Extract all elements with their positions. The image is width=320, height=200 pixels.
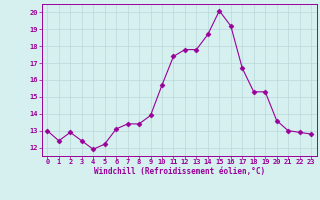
X-axis label: Windchill (Refroidissement éolien,°C): Windchill (Refroidissement éolien,°C) bbox=[94, 167, 265, 176]
